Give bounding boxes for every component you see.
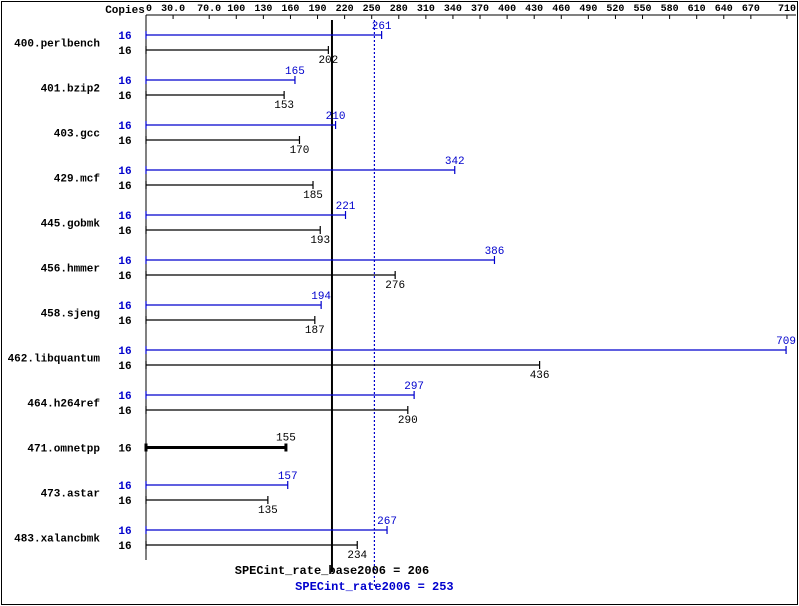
copies-value: 16 (118, 31, 131, 43)
copies-value: 16 (118, 271, 131, 283)
benchmark-label: 464.h264ref (27, 399, 100, 411)
bar-value-label: 436 (530, 370, 550, 382)
axis-tick-label: 130 (254, 4, 272, 15)
benchmark-label: 403.gcc (54, 129, 100, 141)
spec-rate-chart: Copies0 30.0 70.0 100 130 160 190 220 250 280 310 3… (0, 0, 799, 606)
copies-value: 16 (118, 46, 131, 58)
copies-value: 16 (118, 181, 131, 193)
copies-value: 16 (118, 391, 131, 403)
bar-value-label: 234 (347, 550, 367, 562)
axis-tick-label: 460 (552, 4, 570, 15)
axis-tick-label: 160 (281, 4, 299, 15)
bar-value-label: 709 (776, 336, 796, 348)
bar-value-label: 185 (303, 190, 323, 202)
bar-value-label: 221 (336, 201, 356, 213)
axis-tick-label: 250 (363, 4, 381, 15)
axis-tick-label: 100 (227, 4, 245, 15)
axis-tick-label: 490 (579, 4, 597, 15)
bar-value-label: 153 (274, 100, 294, 112)
benchmark-label: 400.perlbench (14, 39, 100, 51)
bar-value-label: 155 (276, 433, 296, 445)
bar-value-label: 342 (445, 156, 465, 168)
axis-tick-label: 340 (444, 4, 462, 15)
copies-value: 16 (118, 406, 131, 418)
axis-tick-label: 70.0 (197, 4, 221, 15)
copies-value: 16 (118, 361, 131, 373)
copies-value: 16 (118, 256, 131, 268)
axis-tick-label: 550 (634, 4, 652, 15)
copies-header: Copies (105, 5, 145, 17)
bar-value-label: 261 (372, 21, 392, 33)
copies-value: 16 (118, 211, 131, 223)
axis-tick-label: 610 (688, 4, 706, 15)
axis-tick-label: 640 (715, 4, 733, 15)
benchmark-label: 473.astar (41, 489, 100, 501)
axis-tick-label: 220 (336, 4, 354, 15)
bar-value-label: 267 (377, 516, 397, 528)
benchmark-label: 462.libquantum (8, 354, 101, 366)
bar-value-label: 297 (404, 381, 424, 393)
benchmark-label: 429.mcf (54, 174, 101, 186)
benchmark-label: 401.bzip2 (41, 84, 100, 96)
axis-tick-label: 370 (471, 4, 489, 15)
bar-value-label: 210 (326, 111, 346, 123)
bar-value-label: 135 (258, 505, 278, 517)
axis-tick-label: 0 (146, 4, 152, 15)
axis-tick-label: 30.0 (161, 4, 185, 15)
bar-value-label: 170 (290, 145, 310, 157)
bar-value-label: 290 (398, 415, 418, 427)
summary-base: SPECint_rate_base2006 = 206 (235, 564, 429, 578)
axis-tick-label: 580 (661, 4, 679, 15)
bar-value-label: 187 (305, 325, 325, 337)
bar-value-label: 165 (285, 66, 305, 78)
bar-value-label: 194 (311, 291, 331, 303)
benchmark-label: 483.xalancbmk (14, 534, 100, 546)
copies-value: 16 (118, 496, 131, 508)
axis-tick-label: 430 (525, 4, 543, 15)
axis-tick-label: 280 (390, 4, 408, 15)
copies-value: 16 (118, 316, 131, 328)
axis-tick-label: 520 (606, 4, 624, 15)
benchmark-label: 458.sjeng (41, 309, 100, 321)
summary-peak: SPECint_rate2006 = 253 (295, 580, 453, 594)
copies-value: 16 (118, 301, 131, 313)
benchmark-label: 471.omnetpp (27, 444, 100, 456)
benchmark-label: 456.hmmer (41, 264, 100, 276)
bar-value-label: 157 (278, 471, 298, 483)
bar-value-label: 386 (485, 246, 505, 258)
bar-value-label: 193 (310, 235, 330, 247)
bar-value-label: 202 (318, 55, 338, 67)
bar-value-label: 276 (385, 280, 405, 292)
axis-tick-label: 400 (498, 4, 516, 15)
copies-value: 16 (118, 91, 131, 103)
axis-tick-label: 710 (778, 4, 796, 15)
axis-tick-label: 670 (742, 4, 760, 15)
copies-value: 16 (118, 136, 131, 148)
axis-tick-label: 190 (309, 4, 327, 15)
copies-value: 16 (118, 346, 131, 358)
copies-value: 16 (118, 121, 131, 133)
copies-value: 16 (118, 481, 131, 493)
benchmark-label: 445.gobmk (41, 219, 101, 231)
copies-value: 16 (118, 76, 131, 88)
copies-value: 16 (118, 541, 131, 553)
copies-value: 16 (118, 444, 131, 456)
axis-tick-label: 310 (417, 4, 435, 15)
copies-value: 16 (118, 526, 131, 538)
copies-value: 16 (118, 226, 131, 238)
copies-value: 16 (118, 166, 131, 178)
